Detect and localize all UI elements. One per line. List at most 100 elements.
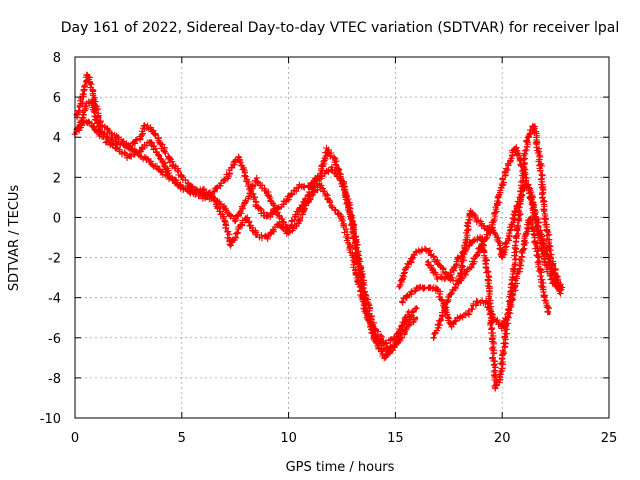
y-tick-label: 8 xyxy=(53,51,61,66)
data-point xyxy=(75,115,79,119)
data-point xyxy=(94,129,98,133)
data-point xyxy=(238,226,241,229)
data-point xyxy=(137,149,141,153)
x-axis-label: GPS time / hours xyxy=(286,460,395,475)
data-point xyxy=(82,91,85,95)
data-point xyxy=(171,163,175,167)
data-point xyxy=(543,216,547,219)
data-point xyxy=(287,195,290,199)
data-point xyxy=(244,175,248,179)
data-point xyxy=(329,204,333,207)
data-point xyxy=(148,139,152,143)
data-point xyxy=(487,232,491,235)
data-point xyxy=(408,292,412,296)
data-point xyxy=(144,123,147,127)
data-series xyxy=(71,71,566,392)
data-point xyxy=(404,326,408,330)
data-point xyxy=(319,175,323,179)
data-point xyxy=(163,149,167,153)
data-point xyxy=(265,216,269,219)
data-point xyxy=(297,183,301,187)
data-point xyxy=(355,246,359,249)
data-point xyxy=(494,386,498,390)
data-point xyxy=(80,121,83,125)
data-point xyxy=(137,153,141,157)
data-point xyxy=(468,266,472,269)
data-point xyxy=(432,336,436,340)
data-point xyxy=(383,356,387,360)
data-point xyxy=(436,288,440,292)
data-point xyxy=(223,179,226,183)
data-point xyxy=(468,242,472,245)
x-tick-label: 25 xyxy=(601,431,618,446)
data-point xyxy=(507,236,511,239)
data-point xyxy=(244,200,248,203)
data-point xyxy=(90,99,94,103)
data-point xyxy=(404,320,408,324)
data-point xyxy=(522,185,525,189)
data-point xyxy=(351,256,355,259)
data-point xyxy=(238,155,241,159)
data-point xyxy=(325,147,329,151)
data-point xyxy=(505,167,508,171)
data-point xyxy=(383,342,387,346)
data-point xyxy=(233,220,237,223)
data-point xyxy=(517,216,521,219)
data-point xyxy=(490,226,493,229)
data-point xyxy=(319,183,323,187)
data-point xyxy=(148,159,152,163)
data-point xyxy=(191,189,194,193)
data-point xyxy=(404,266,408,269)
data-point xyxy=(426,260,429,263)
data-point xyxy=(513,286,517,290)
data-point xyxy=(231,163,235,167)
data-point xyxy=(265,236,269,239)
data-point xyxy=(500,256,504,259)
data-point xyxy=(116,135,120,139)
data-point xyxy=(528,216,532,219)
data-point xyxy=(394,336,397,340)
data-point xyxy=(522,163,525,167)
data-point xyxy=(297,220,301,223)
y-tick-label: -6 xyxy=(48,332,61,347)
data-point xyxy=(255,204,258,207)
data-point xyxy=(364,292,367,296)
data-point xyxy=(169,175,173,179)
data-point xyxy=(507,312,511,316)
data-point xyxy=(92,95,96,99)
data-point xyxy=(483,300,487,304)
data-point xyxy=(415,286,419,290)
data-point xyxy=(276,214,280,217)
data-point xyxy=(558,292,562,296)
data-point xyxy=(522,246,525,249)
data-point xyxy=(492,316,496,320)
data-point xyxy=(426,286,429,290)
data-point xyxy=(468,210,472,213)
data-point xyxy=(513,212,517,215)
data-point xyxy=(400,300,404,304)
y-axis-label: SDTVAR / TECUs xyxy=(7,185,22,292)
data-point xyxy=(308,195,312,199)
data-point xyxy=(415,316,419,320)
data-point xyxy=(443,306,446,310)
data-point xyxy=(436,326,440,330)
data-point xyxy=(543,246,547,249)
data-point xyxy=(255,234,258,237)
data-point xyxy=(126,155,130,159)
data-point xyxy=(180,185,184,189)
data-point xyxy=(466,312,470,316)
axis-ticks: 0 5 10 15 20 25 -10 -8 -6 -4 -2 0 2 4 6 8 xyxy=(40,51,618,446)
data-point xyxy=(547,312,551,316)
series-track-3 xyxy=(71,118,419,362)
data-point xyxy=(334,159,337,163)
y-tick-label: 0 xyxy=(53,211,61,226)
data-point xyxy=(105,139,109,143)
data-point xyxy=(541,286,545,290)
data-point xyxy=(340,216,344,219)
data-point xyxy=(436,276,440,280)
y-tick-label: -2 xyxy=(48,252,61,267)
data-point xyxy=(475,300,478,304)
data-point xyxy=(223,206,226,209)
data-point xyxy=(436,262,440,265)
